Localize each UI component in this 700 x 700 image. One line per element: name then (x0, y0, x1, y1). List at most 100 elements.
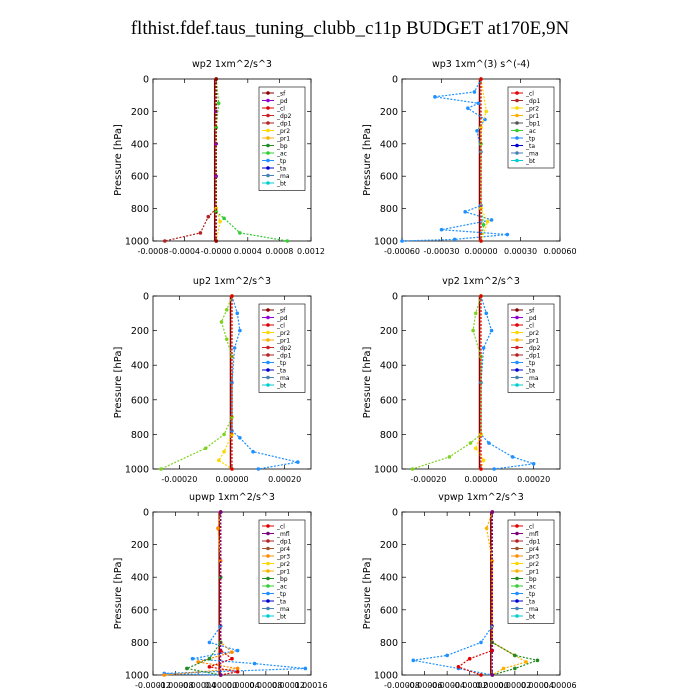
legend-marker-pr3 (515, 554, 519, 558)
series-point-tp (190, 656, 195, 661)
series-point-dp1 (235, 669, 240, 674)
x-tick-label: -0.00004 (429, 681, 465, 690)
y-tick-label: 800 (380, 430, 398, 441)
chart-panel-vp2: vp2 1xm^2/s^3 0 200 400 600 800 1000 Pressure [… (362, 276, 561, 484)
y-axis-label: Pressure [hPa] (113, 558, 124, 630)
chart-title: vp2 1xm^2/s^3 (442, 276, 520, 287)
series-point-pr3 (230, 650, 234, 654)
chart-panel-wp3: wp3 1xm^(3) s^(-4) 0 200 400 600 800 1000 Press… (362, 59, 577, 256)
x-tick-label: 0.0004 (234, 247, 262, 256)
series-line-bp (184, 512, 222, 676)
series-point-ac (222, 216, 226, 221)
series-point-dp1 (473, 311, 478, 316)
series-point-dp1 (490, 648, 495, 653)
legend-marker-tp (266, 591, 270, 596)
x-tick-label: -0.00002 (452, 681, 488, 690)
x-tick-label: 0.00000 (215, 475, 248, 484)
series-point-dp1 (479, 673, 483, 677)
legend-label-ma: _ma (525, 606, 539, 613)
y-axis-label: Pressure [hPa] (362, 558, 373, 630)
y-tick-label: 200 (380, 326, 398, 337)
y-tick-label: 800 (131, 204, 149, 215)
y-tick-label: 400 (131, 573, 149, 584)
legend-label-dp1: _dp1 (276, 120, 292, 127)
legend-marker-bp (266, 576, 270, 581)
legend-label-pr4: _pr4 (276, 546, 290, 553)
series-point-tp (484, 311, 489, 316)
legend-marker-bt (515, 383, 519, 387)
series-point-tp (439, 227, 444, 232)
legend-marker-dp2 (266, 345, 270, 350)
series-point-cl (230, 294, 234, 298)
y-tick-label: 200 (380, 107, 398, 118)
y-axis-label: Pressure [hPa] (362, 347, 373, 419)
series-point-tp (235, 311, 240, 316)
series-point-tp (256, 467, 261, 471)
series-point-tp (303, 666, 308, 671)
y-tick-label: 0 (143, 508, 149, 519)
legend-label-tp: _tp (525, 360, 535, 367)
series-point-pr2 (485, 219, 490, 224)
series-point-bp (513, 666, 517, 671)
series-point-tp (510, 455, 515, 459)
legend-label-bt: _bt (525, 382, 536, 389)
y-tick-label: 0 (392, 75, 398, 86)
legend-label-ta: _ta (525, 143, 535, 150)
legend-marker-tp (266, 360, 270, 365)
legend-label-bt: _bt (276, 382, 287, 389)
y-tick-label: 0 (143, 292, 149, 303)
series-point-dp1 (456, 665, 461, 669)
legend-label-pr1: _pr1 (276, 135, 290, 142)
series-point-pr2 (217, 458, 221, 463)
series-point-mfl (218, 510, 223, 514)
x-tick-label: -0.00060 (384, 247, 420, 256)
series-line-tp (164, 512, 306, 676)
chart-panel-upwp: upwp 1xm^2/s^3 0 200 400 600 800 1000 Pressure … (113, 492, 328, 690)
series-point-pr3 (490, 559, 495, 563)
chart-title: upwp 1xm^2/s^3 (189, 492, 275, 503)
legend-label-dp1: _dp1 (525, 352, 541, 359)
series-point-dp1 (230, 415, 234, 419)
legend-marker-cl (266, 106, 270, 110)
legend-marker-dp1 (266, 121, 270, 125)
chart-title: wp3 1xm^(3) s^(-4) (432, 59, 530, 70)
chart-title: up2 1xm^2/s^3 (193, 276, 271, 287)
series-point-dp1 (224, 308, 229, 312)
legend-label-ac: _ac (525, 583, 536, 590)
legend-label-ma: _ma (525, 150, 539, 157)
x-tick-label: 0.00012 (272, 681, 305, 690)
y-tick-label: 0 (143, 75, 149, 86)
legend-label-dp1: _dp1 (525, 538, 541, 545)
legend-marker-ma (266, 173, 270, 178)
y-axis-label: Pressure [hPa] (113, 124, 124, 196)
series-point-bp (535, 658, 540, 663)
legend-marker-tp (266, 158, 270, 163)
legend-label-dp2: _dp2 (276, 113, 292, 120)
x-tick-label: -0.0000 (201, 247, 232, 256)
legend-label-cl: _cl (276, 322, 285, 329)
legend-label-tp: _tp (276, 591, 286, 598)
series-point-pr2 (484, 109, 489, 114)
series-point-cl (230, 467, 234, 471)
y-tick-label: 1000 (125, 237, 149, 248)
chart-panel-up2: up2 1xm^2/s^3 0 200 400 600 800 1000 Pressure [… (113, 276, 312, 484)
x-tick-label: -0.00012 (135, 681, 171, 690)
series-point-tp (481, 346, 486, 350)
y-tick-label: 400 (380, 139, 398, 150)
legend-marker-dp1 (515, 353, 519, 357)
legend-marker-ma (266, 606, 270, 611)
x-tick-label: 0.00016 (294, 681, 327, 690)
legend-label-dp1: _dp1 (525, 98, 541, 105)
legend-label-ta: _ta (276, 165, 286, 172)
chart-panel-vpwp: vpwp 1xm^2/s^3 0 200 400 600 800 1000 Pressure … (362, 492, 577, 690)
legend-marker-bt (515, 614, 519, 618)
series-point-bp (513, 653, 517, 658)
series-point-tp (479, 640, 483, 645)
legend-label-pr1: _pr1 (525, 568, 539, 575)
series-point-dp1 (207, 665, 212, 669)
legend-marker-mfl (266, 531, 270, 536)
series-point-tp (235, 648, 240, 653)
legend-marker-ta (266, 368, 270, 372)
series-point-tp (466, 106, 470, 110)
